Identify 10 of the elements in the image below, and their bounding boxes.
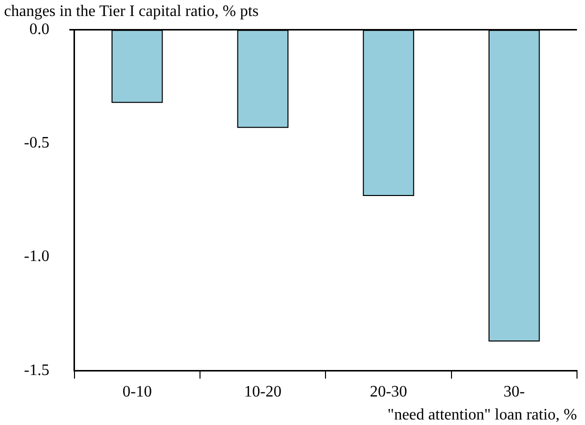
y-tick-label: 0.0 [29, 20, 50, 38]
chart-title: changes in the Tier I capital ratio, % pts [4, 3, 259, 20]
y-tick-label: -0.5 [24, 134, 50, 152]
x-tick-label: 10-20 [244, 383, 282, 400]
y-tick-label: -1.5 [24, 362, 50, 379]
x-tick-label: 20-30 [370, 383, 408, 400]
x-tick-label: 0-10 [122, 383, 152, 400]
y-tick-label: -1.0 [24, 248, 50, 266]
x-tick-label: 30- [504, 383, 525, 400]
x-axis-title: "need attention" loan ratio, % [388, 406, 577, 424]
